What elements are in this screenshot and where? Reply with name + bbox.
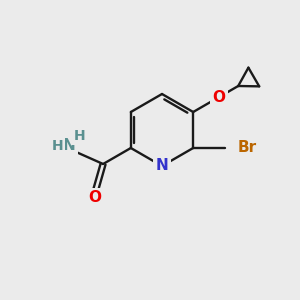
- Text: N: N: [156, 158, 168, 173]
- Text: H: H: [51, 139, 63, 153]
- Text: H: H: [73, 129, 85, 143]
- Text: O: O: [88, 190, 102, 206]
- Text: Br: Br: [237, 140, 256, 155]
- Text: N: N: [63, 139, 76, 154]
- Text: O: O: [213, 89, 226, 104]
